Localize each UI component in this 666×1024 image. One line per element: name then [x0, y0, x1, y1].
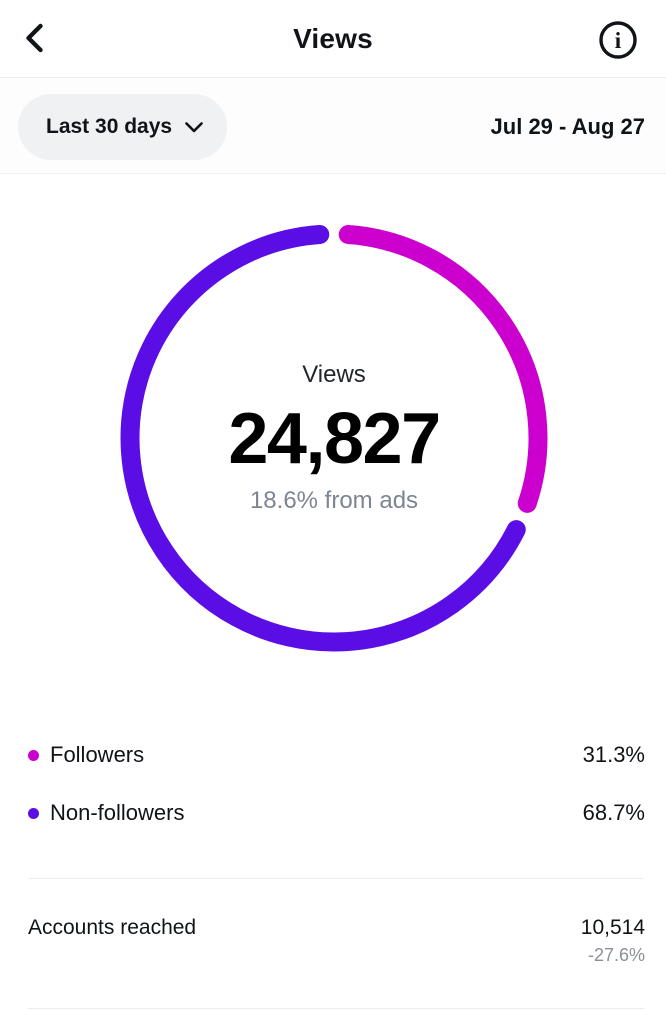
accounts-reached-section: Accounts reached 10,514 -27.6%	[0, 878, 666, 966]
followers-dot-icon	[28, 749, 39, 761]
legend-label: Followers	[50, 742, 145, 767]
filter-row: Last 30 days Jul 29 - Aug 27	[0, 79, 666, 174]
legend-value: 31.3%	[582, 742, 645, 767]
legend-item-non-followers: Non-followers 68.7%	[0, 784, 666, 842]
donut-center-label: Views	[302, 361, 366, 388]
back-button[interactable]	[6, 10, 62, 68]
metric-change: -27.6%	[587, 945, 645, 965]
donut-center-value: 24,827	[228, 399, 441, 479]
legend-value: 68.7%	[582, 800, 645, 825]
period-filter-button[interactable]: Last 30 days	[18, 94, 228, 160]
chevron-down-icon	[185, 121, 203, 133]
legend-label: Non-followers	[50, 800, 185, 825]
top-bar: Views i	[0, 0, 666, 78]
donut-center: Views 24,827 18.6% from ads	[144, 360, 524, 516]
divider	[28, 1008, 644, 1009]
page-title: Views	[293, 23, 373, 54]
info-icon: i	[597, 19, 639, 64]
info-button[interactable]: i	[596, 19, 640, 63]
metric-label: Accounts reached	[28, 916, 197, 939]
period-filter-label: Last 30 days	[46, 115, 173, 138]
svg-text:i: i	[615, 28, 622, 53]
chart-legend: Followers 31.3% Non-followers 68.7%	[0, 726, 666, 842]
metric-value: 10,514	[580, 916, 645, 939]
accounts-reached-row[interactable]: Accounts reached 10,514 -27.6%	[0, 879, 666, 966]
date-range-label: Jul 29 - Aug 27	[490, 113, 645, 139]
donut-center-subtitle: 18.6% from ads	[249, 487, 419, 514]
legend-item-followers: Followers 31.3%	[0, 726, 666, 784]
chevron-left-icon	[19, 19, 49, 60]
non-followers-dot-icon	[28, 807, 39, 819]
divider	[28, 878, 644, 879]
